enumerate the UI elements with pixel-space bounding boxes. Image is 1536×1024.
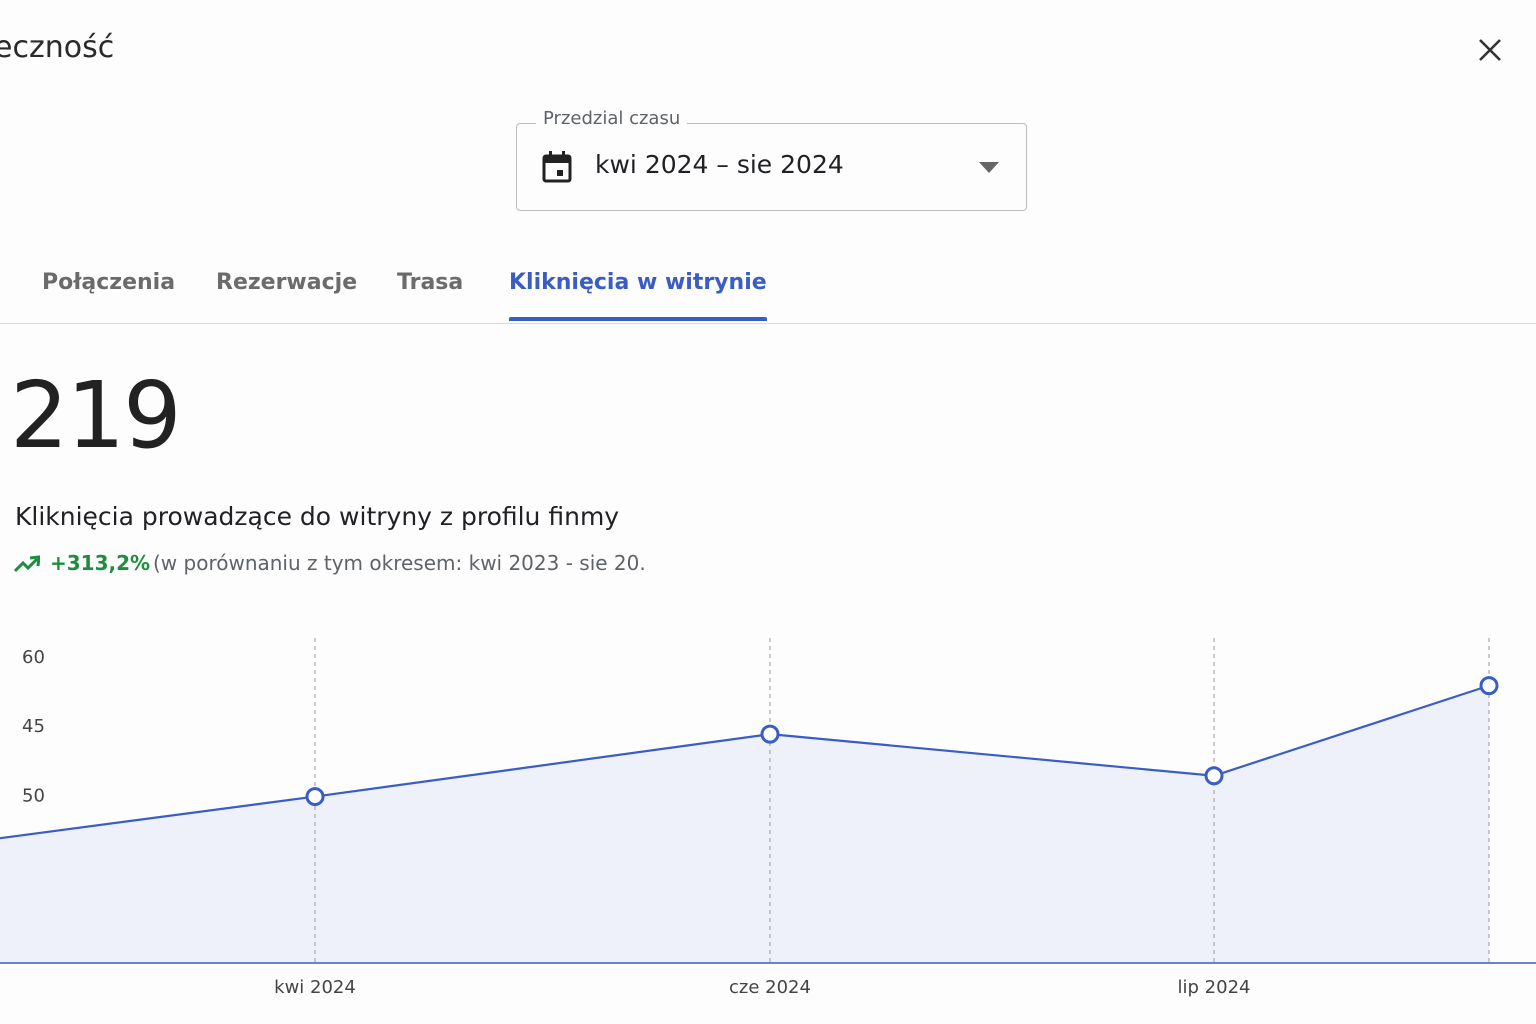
y-tick-label: 50 bbox=[22, 786, 45, 807]
date-range: kwi 2024 – sie 2024 bbox=[595, 150, 844, 179]
trend-icon bbox=[14, 555, 40, 573]
metric-description: Kliknięcia prowadzące do witryny z profi… bbox=[15, 502, 620, 531]
tab-bar: Połączenia Rezerwacje Trasa Kliknięcia w wi… bbox=[0, 262, 1536, 324]
x-tick-label: cze 2024 bbox=[729, 977, 811, 998]
date-picker[interactable]: kwi 2024 – sie 2024 bbox=[516, 123, 1027, 211]
dropdown-arrow bbox=[979, 162, 999, 173]
area bbox=[0, 685, 1489, 963]
date-picker-label: Przedzial czasu bbox=[536, 108, 688, 129]
point bbox=[1479, 676, 1499, 696]
close-button[interactable] bbox=[1474, 34, 1506, 66]
x-tick-label: lip 2024 bbox=[1178, 977, 1251, 998]
tab[interactable]: Rezerwacje bbox=[216, 270, 358, 295]
tab[interactable]: Kliknięcia w witrynie bbox=[509, 270, 767, 295]
point bbox=[305, 787, 325, 807]
x-tick-label: kwi 2024 bbox=[274, 977, 356, 998]
metric-value: 219 bbox=[10, 362, 182, 469]
dialog-title: eczność bbox=[0, 30, 115, 65]
tab[interactable]: Połączenia bbox=[42, 270, 176, 295]
point bbox=[1204, 766, 1224, 786]
y-tick-label: 45 bbox=[22, 716, 45, 737]
metric-comparison: (w porównaniu z tym okresem: kwi 2023 - … bbox=[153, 551, 646, 575]
active-tab-indicator bbox=[509, 317, 767, 321]
y-tick-label: 60 bbox=[22, 647, 45, 668]
tab[interactable]: Trasa bbox=[397, 270, 464, 295]
calendar-icon bbox=[542, 151, 572, 183]
metric-change: +313,2% bbox=[50, 551, 151, 575]
point bbox=[760, 724, 780, 744]
